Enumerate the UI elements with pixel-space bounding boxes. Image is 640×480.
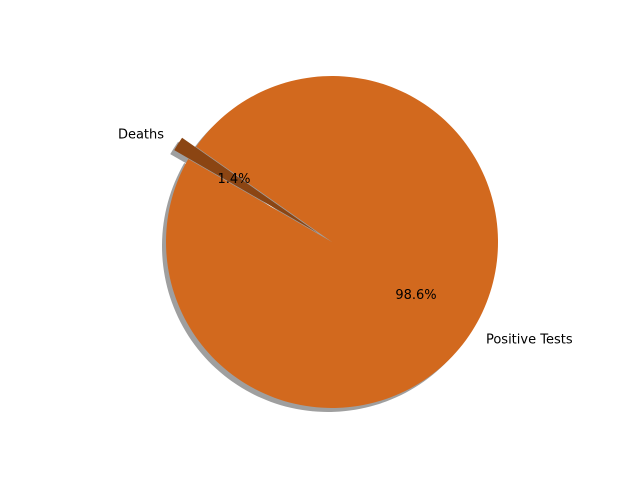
- pie-label-deaths: Deaths: [118, 127, 164, 142]
- pie-wedges: [165, 76, 498, 409]
- pie-pct-label-deaths: 1.4%: [218, 172, 251, 187]
- pie-slice-deaths: [174, 137, 319, 234]
- pie-pct-label-positive-tests: 98.6%: [395, 288, 436, 303]
- pie-labels: Positive Tests 98.6% Deaths 1.4%: [118, 127, 573, 347]
- pie-slice-positive-tests: [165, 76, 498, 409]
- pie-label-positive-tests: Positive Tests: [486, 333, 573, 348]
